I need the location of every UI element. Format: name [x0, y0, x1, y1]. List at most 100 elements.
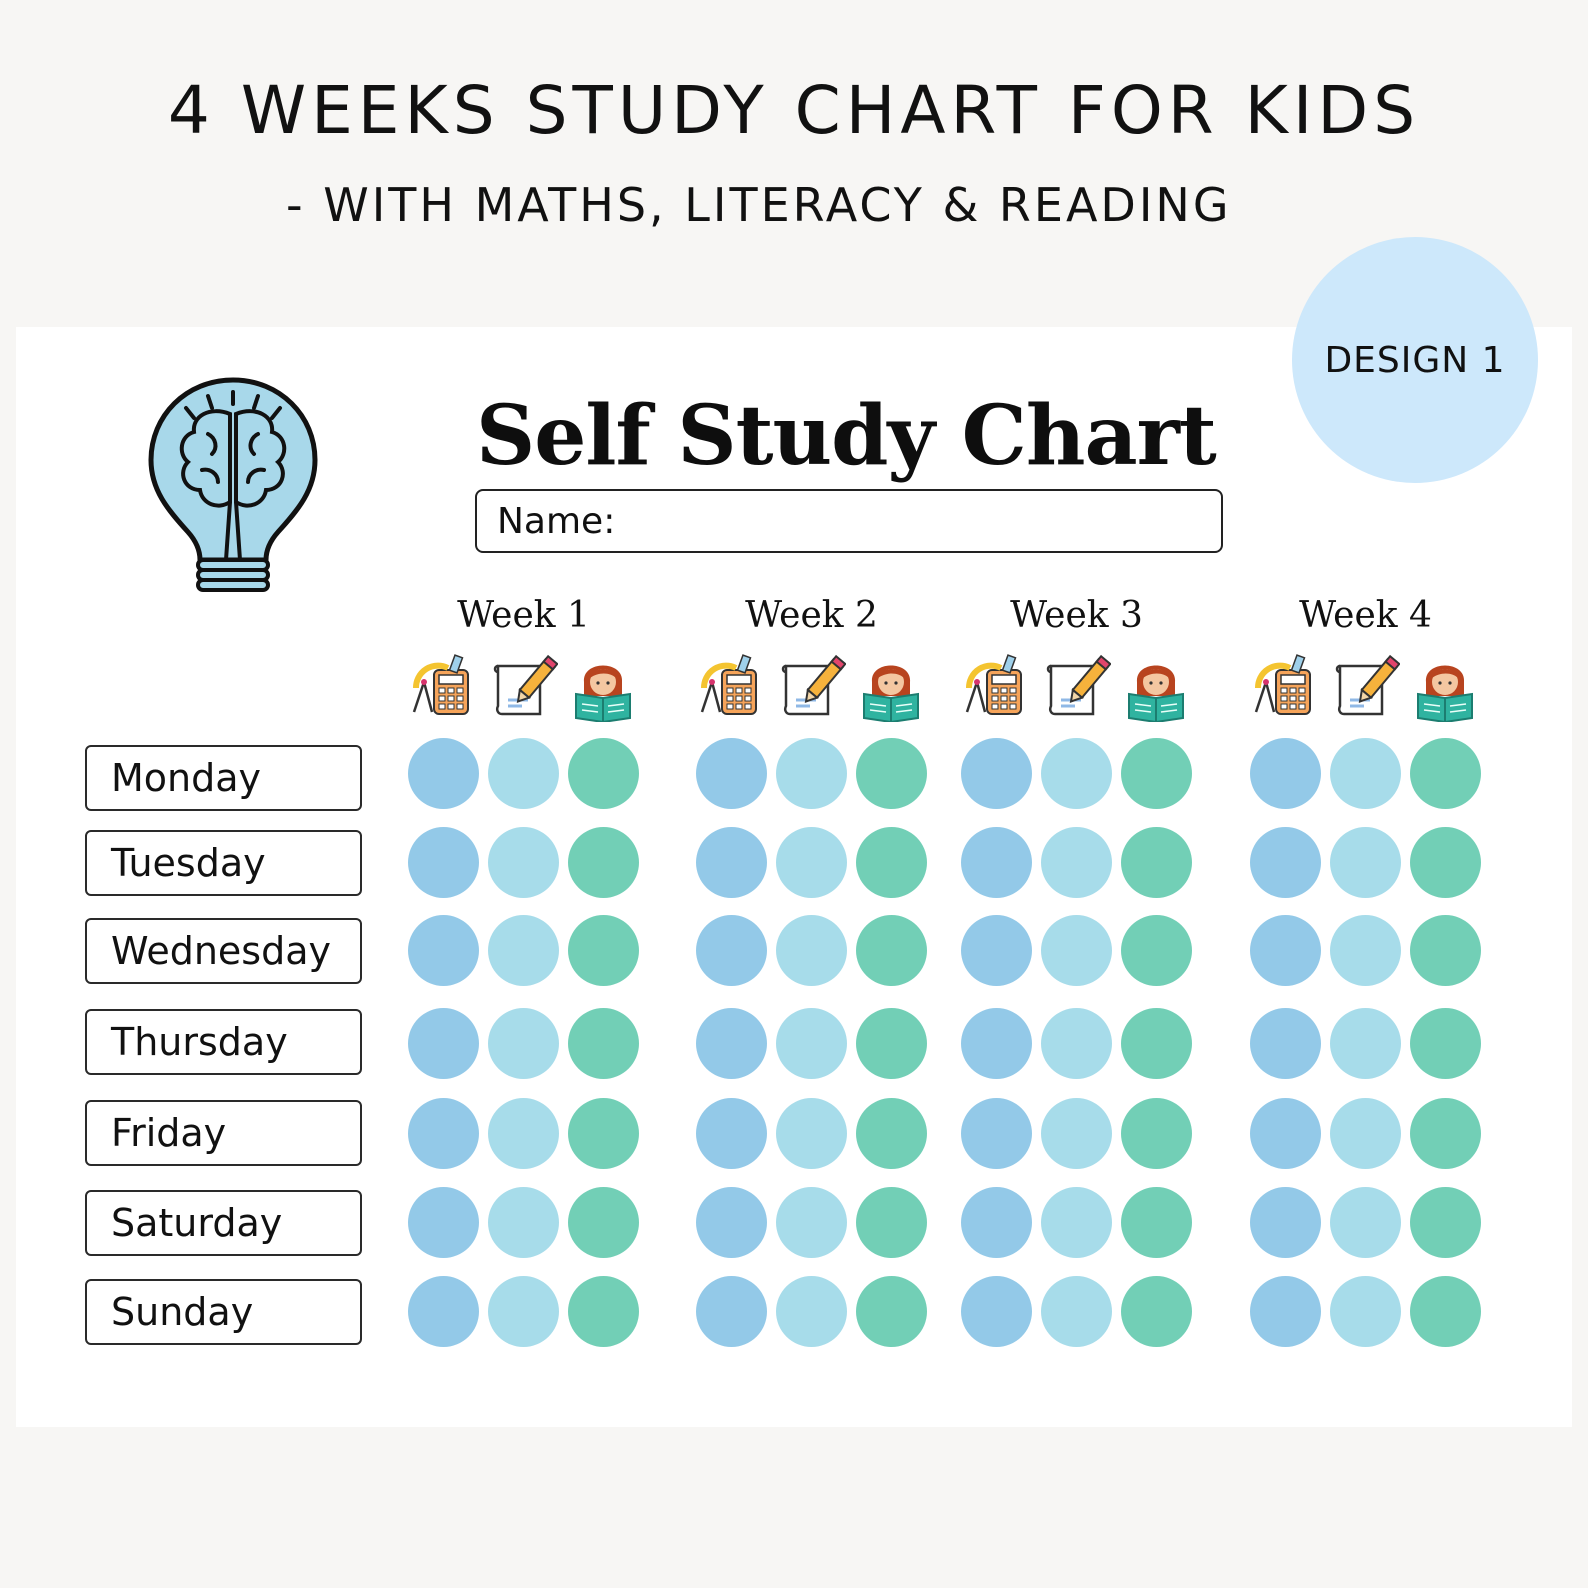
tracker-dot[interactable] [696, 826, 767, 898]
tracker-dot[interactable] [961, 826, 1032, 898]
page-headline: 4 WEEKS STUDY CHART FOR KIDS [167, 72, 1421, 149]
tracker-dot[interactable] [1410, 1186, 1481, 1258]
day-label-saturday: Saturday [85, 1190, 362, 1256]
tracker-dot[interactable] [1330, 1007, 1401, 1079]
tracker-dot[interactable] [1410, 1275, 1481, 1347]
tracker-dot[interactable] [1250, 1275, 1321, 1347]
tracker-dot[interactable] [488, 914, 559, 986]
tracker-dot[interactable] [776, 1275, 847, 1347]
tracker-dot[interactable] [1410, 737, 1481, 809]
tracker-dot[interactable] [696, 914, 767, 986]
tracker-dot[interactable] [1330, 1275, 1401, 1347]
tracker-dot[interactable] [1121, 1007, 1192, 1079]
tracker-dot[interactable] [856, 1007, 927, 1079]
tracker-dot[interactable] [1041, 826, 1112, 898]
tracker-dot[interactable] [1121, 1186, 1192, 1258]
tracker-dot[interactable] [856, 1275, 927, 1347]
tracker-dot[interactable] [1330, 826, 1401, 898]
tracker-dot[interactable] [408, 1097, 479, 1169]
tracker-dot[interactable] [408, 1007, 479, 1079]
reading-icon [568, 652, 638, 724]
tracker-dot[interactable] [856, 914, 927, 986]
tracker-dot[interactable] [696, 737, 767, 809]
tracker-dot[interactable] [776, 737, 847, 809]
tracker-dot[interactable] [408, 914, 479, 986]
tracker-dot[interactable] [1041, 1007, 1112, 1079]
tracker-dot[interactable] [568, 1007, 639, 1079]
tracker-dot[interactable] [1121, 1275, 1192, 1347]
literacy-icon [1041, 652, 1112, 722]
tracker-dot[interactable] [1250, 1097, 1321, 1169]
literacy-icon [488, 652, 559, 722]
tracker-dot[interactable] [488, 1097, 559, 1169]
tracker-dot[interactable] [1121, 737, 1192, 809]
tracker-dot[interactable] [408, 826, 479, 898]
tracker-dot[interactable] [1330, 1097, 1401, 1169]
tracker-dot[interactable] [1250, 914, 1321, 986]
tracker-dot[interactable] [568, 1186, 639, 1258]
tracker-dot[interactable] [408, 1275, 479, 1347]
tracker-dot[interactable] [1250, 1186, 1321, 1258]
name-field[interactable]: Name: [475, 489, 1223, 553]
tracker-dot[interactable] [488, 737, 559, 809]
tracker-dot[interactable] [568, 737, 639, 809]
tracker-dot[interactable] [776, 914, 847, 986]
tracker-dot[interactable] [1410, 1007, 1481, 1079]
tracker-dot[interactable] [1041, 1097, 1112, 1169]
tracker-dot[interactable] [568, 1097, 639, 1169]
tracker-dot[interactable] [776, 826, 847, 898]
tracker-dot[interactable] [696, 1097, 767, 1169]
tracker-dot[interactable] [1330, 737, 1401, 809]
tracker-dot[interactable] [1041, 1186, 1112, 1258]
tracker-dot[interactable] [961, 737, 1032, 809]
tracker-dot[interactable] [568, 1275, 639, 1347]
tracker-dot[interactable] [961, 1097, 1032, 1169]
tracker-dot[interactable] [1041, 737, 1112, 809]
tracker-dot[interactable] [488, 1275, 559, 1347]
maths-icon [696, 652, 766, 722]
tracker-dot[interactable] [568, 826, 639, 898]
design-badge-label: DESIGN 1 [1324, 339, 1506, 381]
tracker-dot[interactable] [1121, 1097, 1192, 1169]
tracker-dot[interactable] [961, 914, 1032, 986]
tracker-dot[interactable] [1041, 1275, 1112, 1347]
tracker-dot[interactable] [776, 1186, 847, 1258]
day-label-friday: Friday [85, 1100, 362, 1166]
tracker-dot[interactable] [961, 1007, 1032, 1079]
tracker-dot[interactable] [696, 1186, 767, 1258]
tracker-dot[interactable] [1330, 1186, 1401, 1258]
name-label: Name: [497, 500, 616, 542]
tracker-dot[interactable] [408, 737, 479, 809]
tracker-dot[interactable] [488, 826, 559, 898]
tracker-dot[interactable] [488, 1186, 559, 1258]
tracker-dot[interactable] [776, 1007, 847, 1079]
tracker-dot[interactable] [1250, 737, 1321, 809]
tracker-dot[interactable] [568, 914, 639, 986]
tracker-dot[interactable] [961, 1275, 1032, 1347]
tracker-dot[interactable] [961, 1186, 1032, 1258]
tracker-dot[interactable] [856, 826, 927, 898]
tracker-dot[interactable] [776, 1097, 847, 1169]
chart-title: Self Study Chart [476, 388, 1217, 484]
tracker-dot[interactable] [856, 1097, 927, 1169]
tracker-dot[interactable] [1250, 826, 1321, 898]
tracker-dot[interactable] [696, 1007, 767, 1079]
tracker-dot[interactable] [488, 1007, 559, 1079]
tracker-dot[interactable] [1121, 914, 1192, 986]
tracker-dot[interactable] [696, 1275, 767, 1347]
tracker-dot[interactable] [856, 737, 927, 809]
tracker-dot[interactable] [1250, 1007, 1321, 1079]
tracker-dot[interactable] [1410, 914, 1481, 986]
tracker-dot[interactable] [1121, 826, 1192, 898]
tracker-dot[interactable] [1330, 914, 1401, 986]
reading-icon [1121, 652, 1191, 724]
reading-icon [856, 652, 926, 724]
week-label: Week 3 [1010, 595, 1143, 636]
tracker-dot[interactable] [408, 1186, 479, 1258]
tracker-dot[interactable] [1410, 826, 1481, 898]
tracker-dot[interactable] [1410, 1097, 1481, 1169]
lightbulb-brain-icon [148, 377, 318, 592]
tracker-dot[interactable] [856, 1186, 927, 1258]
day-label-wednesday: Wednesday [85, 918, 362, 984]
tracker-dot[interactable] [1041, 914, 1112, 986]
